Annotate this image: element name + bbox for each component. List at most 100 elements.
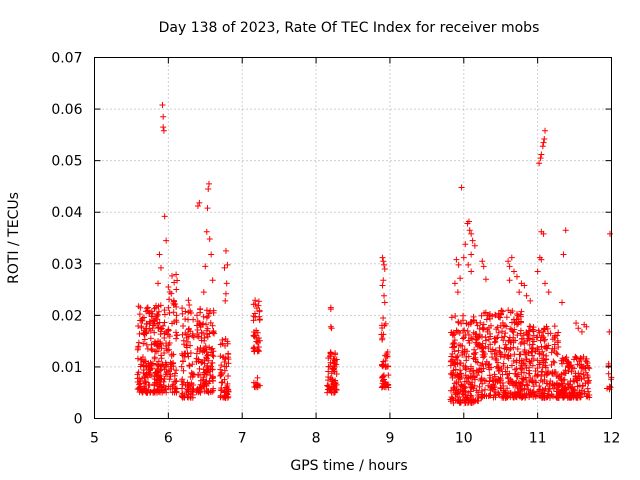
data-point xyxy=(551,334,558,341)
data-point xyxy=(219,378,226,385)
data-point xyxy=(380,315,387,322)
data-point xyxy=(179,376,186,383)
data-point xyxy=(492,355,499,362)
data-point xyxy=(461,378,468,385)
data-point xyxy=(173,367,180,374)
data-point xyxy=(190,334,197,341)
data-point xyxy=(462,394,469,401)
data-point xyxy=(493,357,500,364)
data-point xyxy=(574,383,581,390)
data-point xyxy=(184,379,191,386)
data-point xyxy=(476,343,483,350)
data-point xyxy=(218,362,225,369)
data-point xyxy=(465,218,472,225)
data-point xyxy=(381,292,388,299)
data-point xyxy=(512,382,519,389)
data-point xyxy=(172,385,179,392)
data-point xyxy=(145,381,152,388)
data-point xyxy=(380,258,387,265)
data-point xyxy=(569,385,576,392)
data-point xyxy=(173,303,180,310)
data-point xyxy=(203,321,210,328)
data-point xyxy=(140,314,147,321)
data-point xyxy=(328,325,335,332)
data-point xyxy=(223,280,230,287)
data-point xyxy=(472,349,479,356)
data-point xyxy=(530,338,537,345)
data-point xyxy=(551,345,558,352)
data-point xyxy=(155,362,162,369)
data-point xyxy=(217,366,224,373)
data-point xyxy=(253,305,260,312)
data-point xyxy=(466,368,473,375)
data-point xyxy=(383,353,390,360)
data-point xyxy=(578,328,585,335)
data-point xyxy=(501,322,508,329)
data-point xyxy=(179,358,186,365)
data-point xyxy=(256,316,263,323)
data-point xyxy=(468,230,475,237)
data-point xyxy=(543,352,550,359)
data-point xyxy=(208,251,215,258)
data-point xyxy=(447,358,454,365)
data-point xyxy=(478,312,485,319)
data-point xyxy=(460,312,467,319)
data-point xyxy=(607,230,614,237)
data-point xyxy=(221,264,228,271)
data-point xyxy=(546,385,553,392)
data-point xyxy=(184,350,191,357)
data-point xyxy=(536,160,543,167)
data-point xyxy=(203,307,210,314)
data-point xyxy=(479,360,486,367)
data-point xyxy=(481,393,488,400)
data-point xyxy=(173,312,180,319)
data-point xyxy=(525,327,532,334)
x-tick-label: 10 xyxy=(455,431,473,447)
data-point xyxy=(182,330,189,337)
data-point xyxy=(328,384,335,391)
data-point xyxy=(472,354,479,361)
data-point xyxy=(548,370,555,377)
data-point xyxy=(472,397,479,404)
data-point xyxy=(506,346,513,353)
data-point xyxy=(168,290,175,297)
y-axis-ticks: 0 0.01 0.02 0.03 0.04 0.05 0.06 0.07 xyxy=(51,51,612,428)
data-point xyxy=(222,290,229,297)
data-point xyxy=(482,337,489,344)
data-point xyxy=(255,347,262,354)
data-point xyxy=(196,320,203,327)
data-point xyxy=(137,304,144,311)
x-tick-label: 9 xyxy=(385,431,394,447)
data-point xyxy=(487,392,494,399)
data-point xyxy=(380,277,387,284)
data-point xyxy=(202,263,209,270)
x-tick-label: 6 xyxy=(164,431,173,447)
data-point xyxy=(186,301,193,308)
data-point xyxy=(156,319,163,326)
data-point xyxy=(536,382,543,389)
data-point xyxy=(147,335,154,342)
data-point xyxy=(462,399,469,406)
data-point xyxy=(455,261,462,268)
data-point xyxy=(604,385,611,392)
data-point xyxy=(174,332,181,339)
data-point xyxy=(458,184,465,191)
data-point xyxy=(576,362,583,369)
data-point xyxy=(169,272,176,279)
data-point xyxy=(565,368,572,375)
data-point xyxy=(482,276,489,283)
data-point xyxy=(155,280,162,287)
data-point xyxy=(155,338,162,345)
data-point xyxy=(557,388,564,395)
data-point xyxy=(585,388,592,395)
data-point xyxy=(469,335,476,342)
data-point xyxy=(507,353,514,360)
data-point xyxy=(544,368,551,375)
data-point xyxy=(483,358,490,365)
data-point xyxy=(135,339,142,346)
data-point xyxy=(451,280,458,287)
data-point xyxy=(205,180,212,187)
data-point xyxy=(203,331,210,338)
data-point xyxy=(450,396,457,403)
data-point xyxy=(482,309,489,316)
